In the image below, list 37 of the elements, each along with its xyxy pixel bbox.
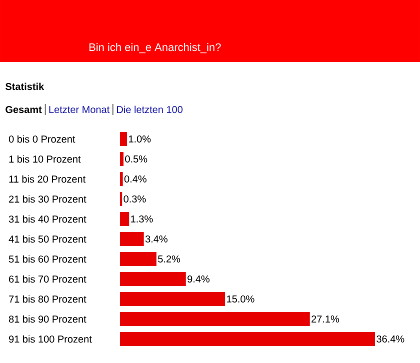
text: Die letzten 100: [117, 106, 183, 114]
data-label: 0.4%: [124, 175, 146, 183]
y-tick-label: 1 bis 10 Prozent: [9, 155, 81, 163]
y-tick-label: 81 bis 90 Prozent: [8, 315, 86, 323]
bar: [120, 232, 144, 246]
data-label: 1.0%: [128, 135, 151, 143]
y-tick-label: 41 bis 50 Prozent: [8, 235, 86, 243]
text: Gesamt: [6, 106, 42, 114]
y-tick-label: 21 bis 30 Prozent: [9, 195, 86, 203]
y-tick-label: 61 bis 70 Prozent: [9, 275, 86, 283]
data-label: 5.2%: [158, 255, 180, 263]
text: Letzter Monat: [49, 106, 110, 114]
data-label: 0.5%: [125, 155, 148, 163]
bar: [120, 272, 186, 286]
bar: [120, 172, 123, 186]
data-label: 15.0%: [227, 295, 254, 303]
data-label: 36.4%: [376, 335, 404, 343]
bar: [120, 252, 156, 266]
data-label: 27.1%: [312, 315, 340, 323]
bar: [120, 152, 124, 166]
y-tick-label: 31 bis 40 Prozent: [8, 215, 86, 223]
y-tick-label: 11 bis 20 Prozent: [9, 175, 86, 183]
y-tick-label: 51 bis 60 Prozent: [8, 255, 86, 263]
bar: [120, 312, 310, 326]
y-tick-label: 0 bis 0 Prozent: [8, 135, 76, 143]
data-label: 1.3%: [131, 215, 153, 223]
text: Statistik: [5, 82, 44, 90]
data-label: 3.4%: [145, 235, 168, 243]
bar: [120, 132, 128, 146]
bar: [120, 292, 226, 306]
chart-subtitle: Bin ich ein_e Anarchist_in?: [89, 43, 221, 54]
y-tick-label: 71 bis 80 Prozent: [9, 295, 86, 303]
y-tick-label: 91 bis 100 Prozent: [9, 335, 92, 343]
data-label: 9.4%: [188, 275, 210, 283]
data-label: 0.3%: [124, 195, 146, 203]
bar: [120, 332, 375, 346]
bar: [120, 212, 130, 226]
